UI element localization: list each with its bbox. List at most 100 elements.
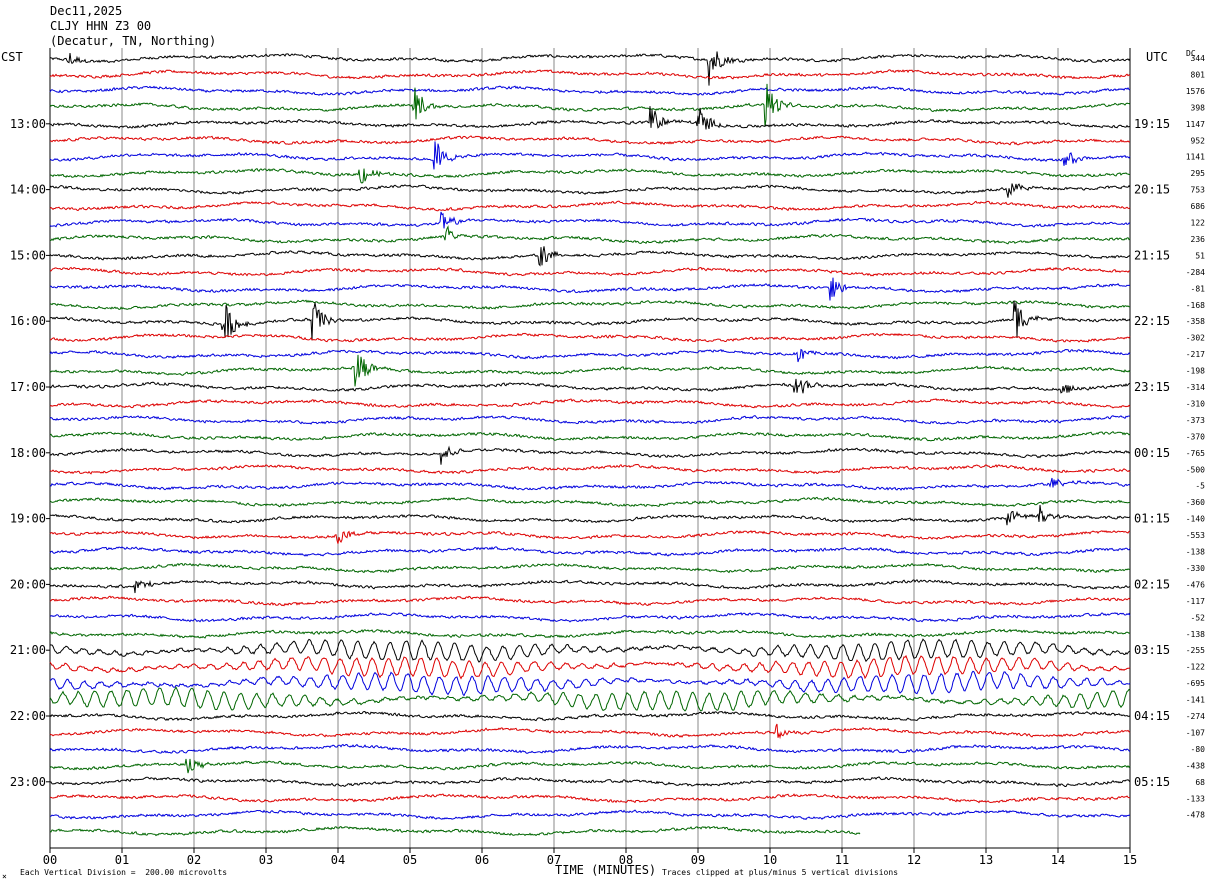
left-hour-label: 22:00: [10, 709, 46, 723]
x-tick-label: 10: [763, 853, 777, 867]
left-hour-label: 17:00: [10, 380, 46, 394]
dc-offset-label: -553: [1186, 531, 1205, 540]
seismic-trace: [49, 686, 1131, 712]
dc-offset-label: 68: [1195, 778, 1205, 787]
x-tick-label: 01: [115, 853, 129, 867]
x-tick-label: 13: [979, 853, 993, 867]
footer-clip-note: Traces clipped at plus/minus 5 vertical …: [662, 868, 899, 877]
dc-offset-label: -80: [1191, 745, 1206, 754]
dc-offset-label: -141: [1186, 696, 1205, 705]
right-hour-label: 01:15: [1134, 512, 1170, 526]
x-tick-label: 12: [907, 853, 921, 867]
seismic-trace: [49, 183, 1131, 198]
dc-offset-label: 1576: [1186, 87, 1205, 96]
dc-offset-label: -255: [1186, 646, 1205, 655]
dc-offset-label: -138: [1186, 548, 1205, 557]
dc-offset-label: -198: [1186, 367, 1205, 376]
seismic-trace: [49, 69, 1131, 80]
seismic-trace: [49, 398, 1131, 409]
x-tick-label: 04: [331, 853, 345, 867]
dc-offset-label: -370: [1186, 432, 1205, 441]
seismic-trace: [49, 496, 1131, 508]
seismic-trace: [50, 225, 1131, 245]
dc-offset-label: 1141: [1186, 153, 1205, 162]
seismic-trace: [50, 106, 1130, 130]
seismic-trace: [49, 723, 1131, 740]
dc-offset-label: -140: [1186, 515, 1205, 524]
right-hour-label: 21:15: [1134, 248, 1170, 262]
x-tick-label: 07: [547, 853, 561, 867]
seismic-trace: [49, 654, 1131, 680]
seismic-trace: [49, 579, 1131, 594]
corner-mark: ×: [2, 872, 7, 881]
right-hour-label: 19:15: [1134, 117, 1170, 131]
seismic-trace: [49, 504, 1131, 526]
dc-offset-label: 1147: [1186, 120, 1205, 129]
left-hour-label: 14:00: [10, 183, 46, 197]
dc-offset-label: 122: [1191, 219, 1206, 228]
dc-offset-label: 236: [1191, 235, 1206, 244]
dc-offset-label: -138: [1186, 630, 1205, 639]
dc-offset-label: 686: [1191, 202, 1206, 211]
seismic-trace: [49, 211, 1131, 229]
right-hour-label: 23:15: [1134, 380, 1170, 394]
dc-offset-label: 952: [1191, 136, 1206, 145]
x-tick-label: 11: [835, 853, 849, 867]
dc-offset-label: -330: [1186, 564, 1205, 573]
x-tick-label: 05: [403, 853, 417, 867]
x-tick-label: 09: [691, 853, 705, 867]
seismic-trace: [49, 628, 1131, 639]
seismic-trace: [49, 743, 1131, 754]
dc-offset-label: -122: [1186, 663, 1205, 672]
footer-scale-note: Each Vertical Division = 200.00 microvol…: [20, 868, 228, 877]
dc-offset-label: -314: [1186, 383, 1205, 392]
seismic-trace: [49, 200, 1131, 212]
seismic-trace: [49, 546, 1131, 557]
seismic-trace: [49, 277, 1131, 301]
seismic-trace: [49, 415, 1131, 425]
dc-offset-label: 398: [1191, 103, 1206, 112]
seismic-trace: [49, 463, 1131, 475]
dc-offset-label: 801: [1191, 70, 1206, 79]
seismic-trace: [49, 378, 1131, 394]
x-tick-label: 00: [43, 853, 57, 867]
dc-offset-label: -360: [1186, 498, 1205, 507]
seismic-trace: [49, 776, 1131, 788]
left-hour-label: 23:00: [10, 775, 46, 789]
right-hour-label: 03:15: [1134, 643, 1170, 657]
x-tick-label: 14: [1051, 853, 1065, 867]
left-hour-label: 20:00: [10, 577, 46, 591]
dc-offset-label: -310: [1186, 399, 1205, 408]
left-hour-label: 19:00: [10, 512, 46, 526]
dc-offset-label: 295: [1191, 169, 1206, 178]
left-hour-label: 15:00: [10, 248, 46, 262]
dc-offset-label: -500: [1186, 465, 1205, 474]
right-hour-label: 02:15: [1134, 577, 1170, 591]
x-tick-label: 06: [475, 853, 489, 867]
seismic-trace: [49, 562, 1131, 574]
dc-offset-label: -117: [1186, 597, 1205, 606]
dc-offset-label: -478: [1186, 811, 1205, 820]
left-hour-label: 13:00: [10, 117, 46, 131]
seismic-trace: [49, 332, 1131, 343]
seismic-trace: [49, 348, 1131, 363]
seismic-trace: [49, 758, 1131, 774]
seismic-trace: [49, 595, 1131, 607]
right-hour-label: 00:15: [1134, 446, 1170, 460]
seismic-trace: [49, 141, 1131, 170]
seismic-trace: [49, 135, 1131, 146]
dc-offset-label: -107: [1186, 728, 1205, 737]
x-tick-label: 08: [619, 853, 633, 867]
seismic-trace: [50, 793, 1131, 804]
x-tick-label: 15: [1123, 853, 1137, 867]
seismic-trace: [49, 710, 1131, 722]
dc-offset-label: -695: [1186, 679, 1205, 688]
seismic-trace: [49, 809, 1131, 821]
seismic-trace: [49, 354, 1131, 387]
chart-date: Dec11,2025: [50, 4, 123, 18]
seismic-trace: [49, 530, 1131, 544]
dc-offset-label: -438: [1186, 761, 1205, 770]
seismic-trace: [49, 51, 1131, 86]
dc-offset-label: -5: [1195, 482, 1205, 491]
